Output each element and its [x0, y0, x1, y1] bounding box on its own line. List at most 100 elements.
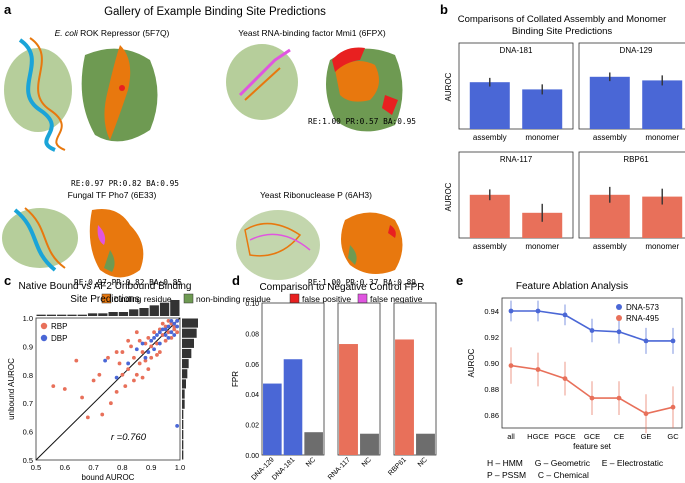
point-rbp [166, 318, 171, 323]
point-dbp [163, 327, 168, 332]
point-rbp [175, 330, 180, 335]
structure-5f7q-ribbon [4, 37, 72, 152]
point-rbp [143, 358, 148, 363]
x-tick-label: 0.6 [60, 463, 70, 472]
point-dbp [152, 347, 156, 352]
y-tick-label: 0.8 [23, 371, 33, 380]
structure-6e33-ribbon [2, 207, 78, 272]
point-rbp [166, 330, 171, 335]
panel-d-letter: d [232, 273, 240, 288]
point-rbp [106, 355, 110, 360]
point-dna-573 [535, 308, 541, 314]
bar-nc [360, 433, 379, 455]
legend-binding: binding residue [114, 294, 172, 304]
y-tick-label: 0.90 [484, 359, 499, 368]
bar-assembly [589, 76, 630, 129]
point-rbp [149, 355, 154, 360]
point-rbp [160, 333, 165, 337]
legend-label-dna-573: DNA-573 [626, 303, 659, 312]
x-axis-label: bound AUROC [82, 473, 135, 482]
x-tick-label: RBP61 [387, 456, 408, 477]
point-dbp [126, 361, 131, 366]
tick-label-assembly: assembly [593, 133, 627, 142]
right-hist-bar [182, 369, 188, 379]
point-rbp [120, 350, 125, 354]
x-tick-label: NC [361, 456, 373, 468]
right-hist-bar [182, 379, 186, 389]
top-hist-bar [46, 314, 57, 316]
y-tick-label: 0.04 [245, 392, 259, 399]
y-axis-label: unbound AUROC [7, 358, 16, 420]
point-rbp [132, 378, 136, 383]
point-rna-495 [535, 367, 541, 372]
top-hist-bar [170, 300, 180, 316]
point-rbp [134, 330, 139, 335]
right-hist-bar [182, 389, 185, 399]
structure-6e33-surface [89, 209, 144, 278]
tick-label-assembly: assembly [473, 133, 507, 142]
right-hist-bar [182, 318, 198, 328]
structure-6ah3-surface [341, 212, 403, 274]
x-axis-label: feature set [573, 442, 612, 451]
y-tick-label: 0.5 [23, 456, 33, 465]
panel-e-letter: e [456, 273, 463, 288]
protein-4-name: Yeast Ribonuclease P (6AH3) [260, 190, 372, 200]
point-rbp [126, 338, 131, 343]
right-hist-bar [182, 440, 184, 450]
point-dbp [169, 318, 174, 323]
protein-1-name: E. coli ROK Repressor (5F7Q) [55, 28, 170, 38]
point-rbp [146, 367, 151, 372]
x-tick-label: HGCE [527, 432, 549, 441]
point-dbp [103, 358, 108, 363]
x-tick-label: CE [614, 432, 624, 441]
legend-label-rna-495: RNA-495 [626, 314, 659, 323]
protein-1-metrics: RE:0.97 PR:0.82 BA:0.95 [71, 179, 179, 188]
point-rbp [134, 372, 139, 377]
point-rbp [114, 350, 119, 354]
panel-e-ablation: e Feature Ablation Analysis 0.86 0.88 0.90… [456, 273, 683, 480]
point-rbp [62, 387, 67, 391]
point-rbp [123, 384, 128, 389]
point-rbp [155, 341, 159, 346]
protein-3-metrics: RE:0.97 PR:0.82 BA:0.85 [74, 278, 182, 287]
panel-a-letter: a [4, 2, 12, 17]
point-dbp [149, 338, 154, 343]
point-dbp [175, 324, 180, 329]
point-rbp [172, 327, 177, 332]
x-tick-label: 1.0 [175, 463, 185, 472]
point-rbp [137, 338, 142, 343]
legend-swatch-fn [357, 293, 368, 304]
right-hist-bar [182, 359, 189, 369]
point-rbp [155, 353, 159, 357]
bar-assembly [469, 194, 510, 238]
y-tick-label: 0.10 [245, 301, 259, 308]
point-rbp [132, 355, 136, 360]
right-hist-bar [182, 328, 197, 338]
point-rna-495 [562, 376, 568, 381]
legend-false-negative: false negative [370, 294, 423, 304]
point-rna-495 [643, 411, 649, 417]
point-dna-573 [589, 328, 595, 333]
y-tick-label: 0.7 [23, 399, 33, 408]
point-rbp [51, 384, 56, 389]
top-hist-bar [129, 309, 139, 316]
x-tick-label: DNA-181 [271, 456, 296, 481]
point-dbp [166, 324, 171, 329]
subplot-rbp61: RBP61 assembly monomer [578, 151, 685, 251]
point-rna-495 [616, 395, 622, 401]
point-rbp [129, 344, 133, 349]
y-axis-label: AUROC [467, 348, 476, 377]
x-tick-label: GCE [584, 432, 600, 441]
legend-nonbinding: non-binding residue [196, 294, 271, 304]
point-dbp [175, 424, 180, 428]
x-tick-label: GC [667, 432, 679, 441]
x-tick-label: 0.9 [146, 463, 156, 472]
point-rbp [100, 412, 105, 417]
y-tick-label: 0.08 [245, 331, 259, 338]
point-dbp [175, 318, 180, 323]
point-rbp [152, 330, 156, 335]
point-dbp [163, 333, 168, 337]
panel-b-title-2: Binding Site Predictions [512, 26, 613, 37]
tick-label-monomer: monomer [525, 242, 559, 251]
